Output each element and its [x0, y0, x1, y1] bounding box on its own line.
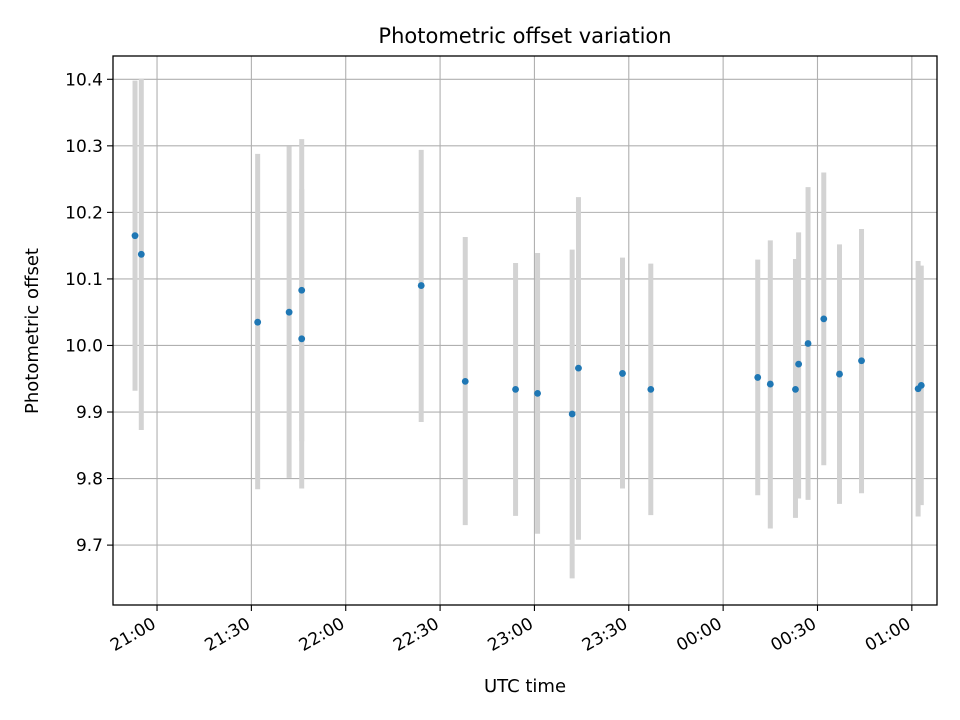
- data-point: [795, 360, 803, 368]
- data-point: [137, 250, 145, 258]
- y-tick-label: 9.8: [76, 470, 103, 490]
- data-point: [619, 370, 626, 377]
- y-tick-label: 10.4: [65, 70, 103, 90]
- data-point: [917, 382, 925, 389]
- chart-title: Photometric offset variation: [378, 24, 671, 48]
- data-point: [766, 380, 774, 388]
- plot-frame: [112, 55, 938, 606]
- y-tick-label: 10.3: [65, 137, 103, 157]
- x-axis-label: UTC time: [484, 676, 566, 697]
- plot-background: [113, 56, 937, 605]
- y-axis-label: Photometric offset: [22, 248, 43, 414]
- y-tick-label: 9.9: [76, 403, 103, 423]
- y-tick-label: 10.0: [65, 336, 103, 356]
- data-point: [534, 389, 541, 397]
- y-tick-label: 10.2: [65, 203, 103, 223]
- data-point: [568, 410, 576, 418]
- data-point: [647, 385, 655, 393]
- data-point: [512, 385, 519, 393]
- data-points: [131, 232, 925, 418]
- data-point: [131, 232, 139, 240]
- data-point: [298, 286, 306, 294]
- data-point: [804, 340, 812, 347]
- data-point: [754, 374, 762, 381]
- data-point: [254, 318, 262, 326]
- data-point: [792, 385, 799, 393]
- data-point: [836, 370, 843, 378]
- data-point: [461, 378, 469, 385]
- data-point: [858, 357, 865, 365]
- data-point: [298, 335, 306, 343]
- data-point: [575, 364, 582, 372]
- data-point: [285, 308, 293, 316]
- grid-lines: [113, 56, 937, 605]
- data-point: [820, 315, 828, 323]
- y-tick-label: 10.1: [65, 270, 103, 290]
- y-tick-label: 9.7: [76, 536, 103, 556]
- data-point: [417, 282, 425, 289]
